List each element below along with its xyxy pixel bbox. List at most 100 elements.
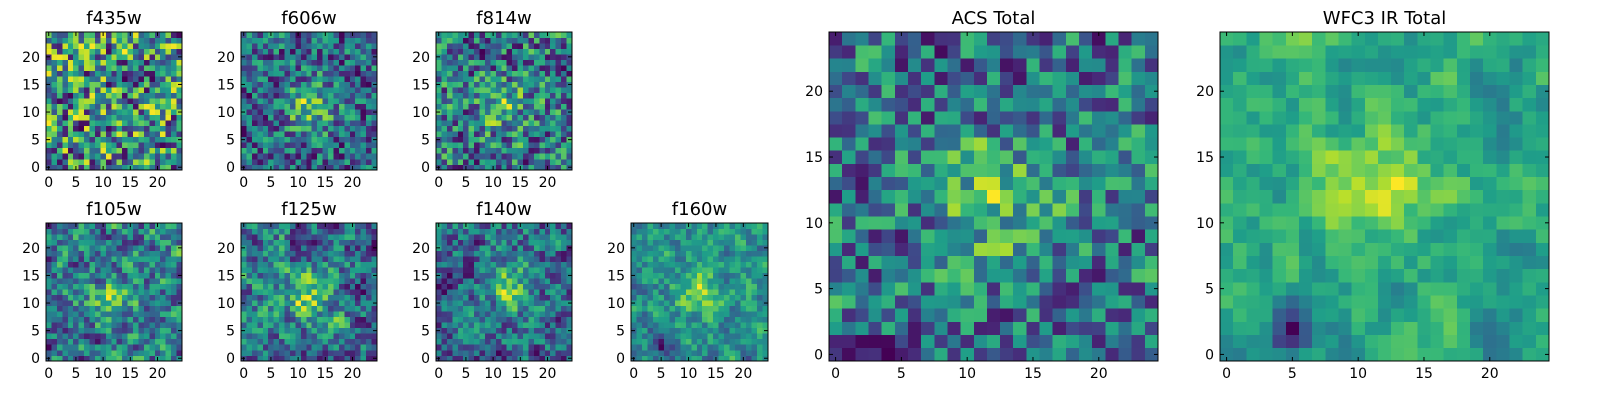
heatmap-cell <box>78 48 85 55</box>
heatmap-cell <box>366 87 372 94</box>
heatmap-cell <box>100 43 107 49</box>
heatmap-cell <box>116 76 123 82</box>
heatmap-cell <box>284 333 291 340</box>
heatmap-cell <box>463 103 469 110</box>
heatmap-cell <box>273 316 280 323</box>
heatmap-cell <box>550 256 556 262</box>
heatmap-cell <box>138 256 145 262</box>
heatmap-cell <box>360 300 367 307</box>
heatmap-cell <box>311 59 318 66</box>
heatmap-cell <box>138 70 145 77</box>
heatmap-cell <box>322 65 329 71</box>
heatmap-cell <box>960 216 975 230</box>
heatmap-cell <box>171 81 177 88</box>
heatmap-cell <box>273 114 280 121</box>
heatmap-cell <box>84 333 90 340</box>
heatmap-cell <box>122 54 128 60</box>
heatmap-cell <box>262 245 269 251</box>
heatmap-cell <box>306 158 313 165</box>
heatmap-cell <box>105 43 112 49</box>
heatmap-cell <box>56 322 63 329</box>
heatmap-cell <box>561 164 567 171</box>
heatmap-cell <box>105 59 112 66</box>
heatmap-cell <box>757 327 763 334</box>
heatmap-cell <box>468 109 475 116</box>
heatmap-cell <box>257 76 264 82</box>
heatmap-cell <box>289 153 296 160</box>
heatmap-cell <box>360 245 367 251</box>
heatmap-cell <box>160 153 166 160</box>
heatmap-cell <box>84 76 90 82</box>
heatmap-cell <box>100 81 107 88</box>
heatmap-cell <box>300 278 307 285</box>
heatmap-cell <box>133 142 139 149</box>
heatmap-cell <box>143 305 150 312</box>
heatmap-cell <box>636 311 643 318</box>
axes-frame <box>45 31 183 171</box>
heatmap-cell <box>100 153 107 160</box>
heatmap-cell <box>171 125 177 132</box>
heatmap-cell <box>446 87 453 94</box>
heatmap-cell <box>84 250 90 257</box>
heatmap-cell <box>652 311 659 318</box>
heatmap-cell <box>284 48 291 55</box>
heatmap-cell <box>523 131 529 138</box>
heatmap-cell <box>757 256 763 262</box>
heatmap-cell <box>133 278 139 285</box>
heatmap-cell <box>641 239 648 246</box>
heatmap-cell <box>165 355 172 362</box>
heatmap-cell <box>713 316 719 323</box>
heatmap-cell <box>100 349 107 356</box>
y-tick-label: 20 <box>22 50 40 66</box>
heatmap-cell <box>1052 229 1067 243</box>
heatmap-cell <box>116 109 123 116</box>
heatmap-cell <box>289 70 296 77</box>
heatmap-cell <box>306 54 313 60</box>
heatmap-cell <box>333 234 340 240</box>
heatmap-cell <box>960 203 975 217</box>
heatmap-cell <box>333 98 340 105</box>
heatmap-cell <box>528 256 535 262</box>
heatmap-cell <box>550 32 556 38</box>
heatmap-cell <box>160 103 166 110</box>
heatmap-cell <box>349 311 356 318</box>
heatmap-cell <box>517 131 524 138</box>
heatmap-cell <box>46 289 52 296</box>
heatmap-cell <box>154 305 161 312</box>
heatmap-cell <box>729 327 736 334</box>
heatmap-cell <box>116 300 123 307</box>
heatmap-cell <box>490 272 497 279</box>
heatmap-cell <box>746 228 752 235</box>
heatmap-cell <box>51 109 58 116</box>
heatmap-cell <box>51 37 58 44</box>
heatmap-cell <box>268 344 274 351</box>
heatmap-cell <box>355 223 361 229</box>
heatmap-cell <box>289 289 296 296</box>
heatmap-cell <box>105 114 112 121</box>
heatmap-cell <box>495 153 502 160</box>
heatmap-cell <box>463 76 469 82</box>
heatmap-cell <box>94 344 101 351</box>
heatmap-cell <box>986 216 1001 230</box>
heatmap-cell <box>165 87 172 94</box>
heatmap-cell <box>295 349 302 356</box>
heatmap-cell <box>284 164 291 171</box>
heatmap-cell <box>89 59 96 66</box>
heatmap-cell <box>67 250 74 257</box>
heatmap-cell <box>100 87 107 94</box>
heatmap-cell <box>436 305 442 312</box>
heatmap-cell <box>289 131 296 138</box>
heatmap-cell <box>468 92 475 99</box>
heatmap-cell <box>1144 334 1159 349</box>
heatmap-cell <box>268 250 274 257</box>
heatmap-cell <box>360 54 367 60</box>
heatmap-cell <box>257 234 264 240</box>
heatmap-cell <box>344 59 351 66</box>
heatmap-cell <box>371 305 378 312</box>
heatmap-cell <box>154 289 161 296</box>
heatmap-cell <box>490 48 497 55</box>
heatmap-cell <box>149 153 156 160</box>
heatmap-cell <box>474 81 480 88</box>
heatmap-cell <box>306 103 313 110</box>
heatmap-cell <box>328 103 334 110</box>
